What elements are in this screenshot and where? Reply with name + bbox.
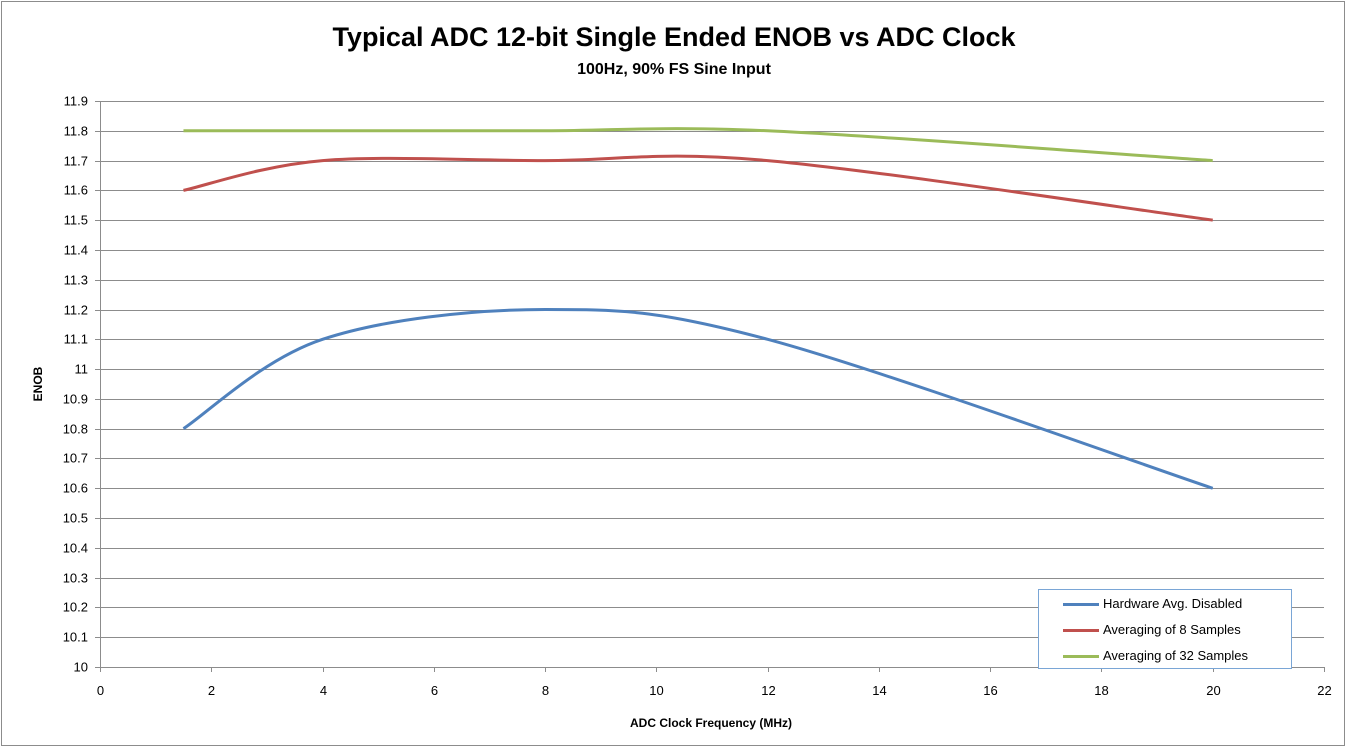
chart-subtitle: 100Hz, 90% FS Sine Input bbox=[577, 61, 771, 78]
series-line-2 bbox=[183, 127, 1213, 163]
legend-label-hardware-avg-disabled: Hardware Avg. Disabled bbox=[1103, 596, 1243, 611]
x-tick-label: 2 bbox=[208, 683, 215, 698]
y-tick-label: 10.3 bbox=[63, 571, 88, 586]
series-line-0 bbox=[182, 308, 1214, 490]
y-tick-label: 10.5 bbox=[63, 511, 88, 526]
series-line-1 bbox=[183, 154, 1213, 222]
y-tick-label: 11.5 bbox=[64, 213, 88, 228]
x-tick-label: 6 bbox=[431, 683, 438, 698]
y-tick-label: 10.2 bbox=[63, 600, 88, 615]
y-tick-label: 11.7 bbox=[64, 154, 88, 169]
legend-swatch-averaging-8 bbox=[1063, 629, 1099, 632]
legend-item-hardware-avg-disabled: Hardware Avg. Disabled bbox=[1039, 594, 1293, 614]
legend-swatch-averaging-32 bbox=[1063, 655, 1099, 658]
x-tick-label: 14 bbox=[872, 683, 886, 698]
x-tick-label: 4 bbox=[320, 683, 327, 698]
y-tick-label: 10.1 bbox=[63, 630, 88, 645]
series-lines bbox=[182, 127, 1214, 490]
x-tick-label: 8 bbox=[542, 683, 549, 698]
y-tick-label: 10.4 bbox=[63, 541, 88, 556]
y-tick-label: 10.6 bbox=[63, 481, 88, 496]
y-tick-label: 11.3 bbox=[64, 273, 88, 288]
y-tick-label: 10.9 bbox=[63, 392, 88, 407]
x-tick-label: 18 bbox=[1094, 683, 1108, 698]
y-tick-label: 10 bbox=[74, 660, 88, 675]
gridlines bbox=[100, 101, 1324, 638]
chart-title: Typical ADC 12-bit Single Ended ENOB vs … bbox=[332, 22, 1016, 52]
y-tick-label: 11 bbox=[75, 362, 89, 377]
axes bbox=[95, 101, 1325, 672]
legend-item-averaging-8: Averaging of 8 Samples bbox=[1039, 620, 1293, 640]
tick-labels: 10 10.1 10.2 10.3 10.4 10.5 10.6 10.7 10.8 10.9 11… bbox=[63, 94, 1332, 699]
x-tick-label: 20 bbox=[1206, 683, 1220, 698]
x-tick-label: 22 bbox=[1317, 683, 1331, 698]
y-tick-label: 11.9 bbox=[64, 94, 88, 109]
y-tick-label: 11.1 bbox=[64, 332, 88, 347]
x-tick-label: 12 bbox=[761, 683, 775, 698]
y-tick-label: 10.8 bbox=[63, 422, 88, 437]
y-tick-label: 11.8 bbox=[64, 124, 88, 139]
x-tick-label: 0 bbox=[97, 683, 104, 698]
legend-item-averaging-32: Averaging of 32 Samples bbox=[1039, 646, 1293, 666]
legend-swatch-hardware-avg-disabled bbox=[1063, 603, 1099, 606]
x-axis-title: ADC Clock Frequency (MHz) bbox=[630, 716, 792, 730]
legend-label-averaging-32: Averaging of 32 Samples bbox=[1103, 648, 1249, 663]
y-tick-label: 11.6 bbox=[64, 183, 88, 198]
x-tick-label: 16 bbox=[983, 683, 997, 698]
y-axis-title: ENOB bbox=[31, 366, 45, 401]
y-tick-label: 11.4 bbox=[64, 243, 88, 258]
y-tick-label: 10.7 bbox=[63, 451, 88, 466]
x-tick-label: 10 bbox=[649, 683, 663, 698]
legend-label-averaging-8: Averaging of 8 Samples bbox=[1103, 622, 1241, 637]
legend: Hardware Avg. Disabled Averaging of 8 Sa… bbox=[1038, 589, 1292, 669]
y-tick-label: 11.2 bbox=[64, 303, 88, 318]
